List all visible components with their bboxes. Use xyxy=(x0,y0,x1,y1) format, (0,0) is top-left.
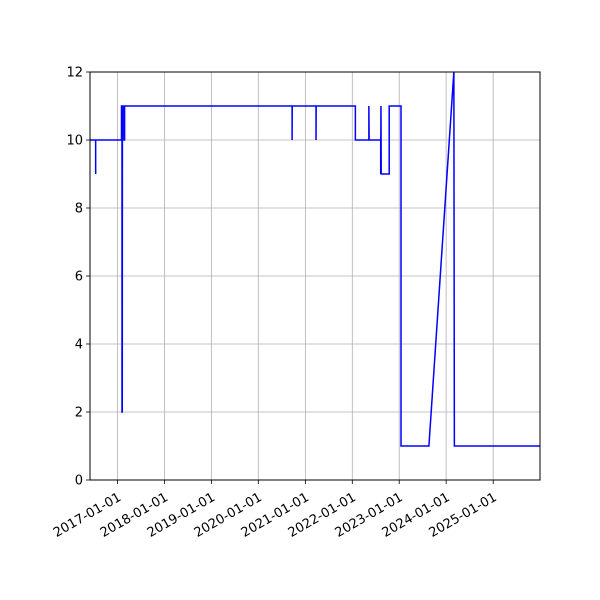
axes: 2017-01-012018-01-012019-01-012020-01-01… xyxy=(51,66,500,541)
y-tick-label: 2 xyxy=(75,406,83,421)
y-tick-label: 6 xyxy=(75,270,83,285)
y-tick-label: 4 xyxy=(75,338,83,353)
y-tick-label: 0 xyxy=(75,474,83,489)
series-layer xyxy=(90,71,540,447)
y-tick-label: 8 xyxy=(75,202,83,217)
grid-lines xyxy=(90,71,540,481)
series-line xyxy=(90,71,540,447)
y-tick-label: 12 xyxy=(66,66,83,81)
y-tick-label: 10 xyxy=(66,134,83,149)
